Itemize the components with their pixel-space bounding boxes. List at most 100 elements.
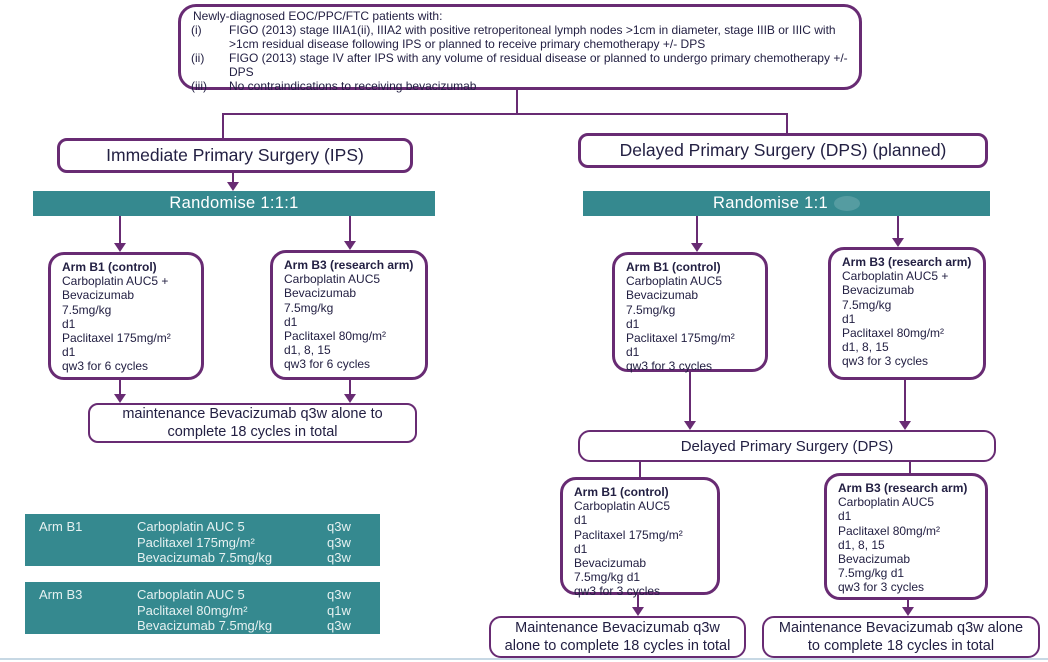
legend-row: Bevacizumab 7.5mg/kg q3w — [137, 618, 380, 634]
legend-drug: Bevacizumab 7.5mg/kg — [137, 618, 273, 634]
arm-title: Arm B3 (research arm) — [842, 255, 972, 269]
ips-arm-b3-box: Arm B3 (research arm) Carboplatin AUC5 Be… — [270, 250, 428, 380]
legend-frequency: q3w — [327, 534, 351, 550]
legend-arm-label: Arm B1 — [39, 519, 83, 534]
connector-rand-b3-dps — [897, 216, 899, 238]
arrowhead — [632, 607, 644, 616]
arrowhead — [684, 421, 696, 430]
legend-row: Carboplatin AUC 5 q3w — [137, 519, 380, 535]
dps-maintenance-b1-box: Maintenance Bevacizumab q3w alone to com… — [489, 616, 746, 658]
legend-rows: Carboplatin AUC 5 q3w Paclitaxel 80mg/m²… — [137, 587, 380, 634]
arrowhead — [344, 241, 356, 250]
connector-to-ips — [222, 113, 224, 138]
ips-header-box: Immediate Primary Surgery (IPS) — [57, 138, 413, 173]
arrowhead — [344, 394, 356, 403]
arm-regimen-lines: Carboplatin AUC5 + Bevacizumab 7.5mg/kg d1 P… — [62, 274, 171, 374]
eligibility-item-label: (ii) — [191, 50, 205, 65]
legend-frequency: q3w — [327, 550, 351, 566]
arm-title: Arm B3 (research arm) — [284, 258, 414, 272]
legend-frequency: q3w — [327, 519, 351, 534]
legend-arm-b3: Arm B3 Carboplatin AUC 5 q3w Paclitaxel … — [25, 582, 380, 634]
erased-text-smudge — [833, 196, 860, 211]
legend-drug: Carboplatin AUC 5 — [137, 587, 245, 602]
connector-b3-maintenance — [349, 378, 351, 394]
slide-bottom-rule — [0, 658, 1048, 660]
arrowhead — [114, 394, 126, 403]
ips-header-label: Immediate Primary Surgery (IPS) — [106, 145, 364, 165]
connector-rand-b3 — [349, 216, 351, 241]
eligibility-item-iii: (iii) No contraindications to receiving … — [191, 78, 849, 94]
post-surgery-arm-b3-box: Arm B3 (research arm) Carboplatin AUC5 d1… — [824, 473, 988, 600]
connector-b1-surgery — [689, 372, 691, 421]
dps-arm-b1-box: Arm B1 (control) Carboplatin AUC5 Bevaciz… — [612, 252, 768, 374]
connector-rand-b1 — [119, 216, 121, 243]
delayed-surgery-box: Delayed Primary Surgery (DPS) — [578, 430, 996, 462]
eligibility-title: Newly-diagnosed EOC/PPC/FTC patients wit… — [193, 9, 443, 23]
legend-drug: Paclitaxel 175mg/m² — [137, 534, 255, 550]
connector-b3-surgery — [904, 380, 906, 421]
dps-randomise-label: Randomise 1:1 — [713, 194, 828, 212]
eligibility-item-i: (i) FIGO (2013) stage IIIA1(ii), IIIA2 w… — [191, 22, 849, 52]
dps-header-box: Delayed Primary Surgery (DPS) (planned) — [578, 133, 988, 168]
legend-row: Paclitaxel 175mg/m² q3w — [137, 535, 380, 551]
ips-maintenance-label: maintenance Bevacizumab q3w alone to com… — [122, 405, 383, 441]
legend-frequency: q3w — [327, 587, 351, 602]
connector-ips-randomise — [232, 173, 234, 184]
arrowhead — [902, 607, 914, 616]
dps-maintenance-b3-label: Maintenance Bevacizumab q3w alone to com… — [778, 619, 1024, 655]
legend-row: Paclitaxel 80mg/m² q1w — [137, 603, 380, 619]
connector-surgery-b3 — [909, 462, 911, 473]
connector-pb1-maintenance — [637, 595, 639, 607]
eligibility-item-text: FIGO (2013) stage IV after IPS with any … — [229, 50, 848, 79]
connector-b1-maintenance — [119, 380, 121, 394]
legend-drug: Carboplatin AUC 5 — [137, 519, 245, 534]
ips-randomise-bar: Randomise 1:1:1 — [33, 191, 435, 216]
legend-rows: Carboplatin AUC 5 q3w Paclitaxel 175mg/m… — [137, 519, 380, 566]
legend-drug: Bevacizumab 7.5mg/kg — [137, 550, 273, 566]
connector-to-dps — [786, 113, 788, 133]
ips-randomise-label: Randomise 1:1:1 — [169, 194, 299, 212]
dps-maintenance-b3-box: Maintenance Bevacizumab q3w alone to com… — [762, 616, 1040, 658]
arm-title: Arm B1 (control) — [626, 260, 721, 274]
arm-regimen-lines: Carboplatin AUC5 d1 Paclitaxel 175mg/m² d1 B… — [574, 499, 683, 599]
arrowhead — [691, 243, 703, 252]
legend-row: Carboplatin AUC 5 q3w — [137, 587, 380, 603]
dps-header-label: Delayed Primary Surgery (DPS) (planned) — [619, 140, 947, 160]
connector-horizontal-left — [222, 113, 518, 115]
legend-drug: Paclitaxel 80mg/m² — [137, 602, 248, 618]
legend-frequency: q1w — [327, 602, 351, 618]
arm-title: Arm B1 (control) — [62, 260, 157, 274]
arrowhead — [899, 421, 911, 430]
eligibility-item-ii: (ii) FIGO (2013) stage IV after IPS with… — [191, 50, 849, 80]
legend-arm-label: Arm B3 — [39, 587, 83, 602]
eligibility-item-label: (iii) — [191, 78, 207, 93]
legend-arm-b1: Arm B1 Carboplatin AUC 5 q3w Paclitaxel … — [25, 514, 380, 566]
dps-arm-b3-box: Arm B3 (research arm) Carboplatin AUC5 +… — [828, 247, 986, 380]
eligibility-item-label: (i) — [191, 22, 202, 37]
eligibility-criteria-box: Newly-diagnosed EOC/PPC/FTC patients wit… — [178, 4, 862, 92]
delayed-surgery-label: Delayed Primary Surgery (DPS) — [680, 437, 894, 455]
arm-regimen-lines: Carboplatin AUC5 + Bevacizumab 7.5mg/kg d1 P… — [842, 269, 949, 369]
ips-maintenance-box: maintenance Bevacizumab q3w alone to com… — [88, 403, 417, 443]
ips-arm-b1-box: Arm B1 (control) Carboplatin AUC5 + Bevac… — [48, 252, 204, 380]
arrowhead — [892, 238, 904, 247]
legend-frequency: q3w — [327, 618, 351, 634]
connector-horizontal-right — [516, 113, 788, 115]
arrowhead — [227, 182, 239, 191]
legend-row: Bevacizumab 7.5mg/kg q3w — [137, 550, 380, 566]
eligibility-item-text: No contraindications to receiving bevaci… — [229, 78, 477, 93]
connector-pb3-maintenance — [907, 600, 909, 607]
post-surgery-arm-b1-box: Arm B1 (control) Carboplatin AUC5 d1 Pacli… — [560, 477, 720, 599]
eligibility-item-text: FIGO (2013) stage IIIA1(ii), IIIA2 with … — [229, 22, 836, 51]
dps-randomise-bar: Randomise 1:1 — [583, 191, 990, 216]
arrowhead — [114, 243, 126, 252]
arm-title: Arm B3 (research arm) — [838, 481, 968, 495]
arm-regimen-lines: Carboplatin AUC5 Bevacizumab 7.5mg/kg d1 Pac… — [284, 272, 387, 372]
connector-surgery-b1 — [639, 462, 641, 477]
connector-rand-b1-dps — [696, 216, 698, 243]
arm-title: Arm B1 (control) — [574, 485, 669, 499]
connector-stem — [516, 90, 518, 115]
arm-regimen-lines: Carboplatin AUC5 Bevacizumab 7.5mg/kg d1 Pac… — [626, 274, 735, 374]
dps-maintenance-b1-label: Maintenance Bevacizumab q3w alone to com… — [504, 619, 731, 655]
